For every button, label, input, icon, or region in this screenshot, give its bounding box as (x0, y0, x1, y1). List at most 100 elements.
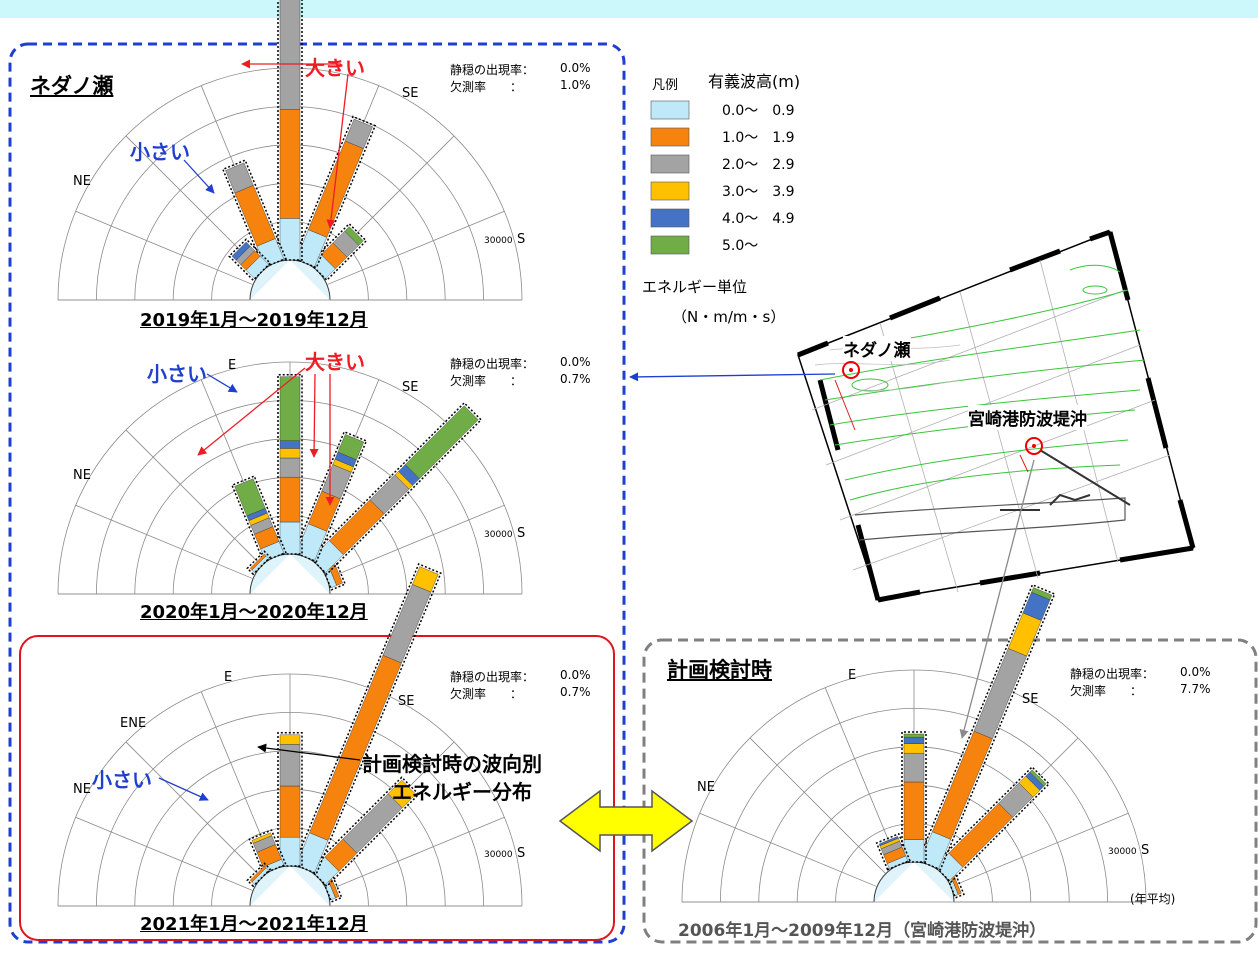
bar-outline-se (246, 550, 272, 576)
bar-ene-h1 (308, 490, 341, 532)
dir-se-planning: SE (1022, 692, 1039, 707)
legend-item-5-label: 4.0～ 4.9 (722, 211, 795, 227)
grid-spoke (125, 429, 262, 566)
bar-outline-ne (932, 765, 1051, 884)
bar-e-h1 (903, 781, 925, 840)
dir-ne-planning: NE (697, 780, 715, 795)
bar-e-h2 (903, 753, 925, 783)
scale-2021: 30000 (484, 850, 513, 860)
calm-value-2020: 0.0% (560, 355, 591, 369)
bar-outline-ene (293, 115, 377, 269)
bar-ene-h1 (308, 140, 364, 238)
grid-spoke (824, 687, 900, 866)
bar-outline-ese (231, 475, 287, 563)
period-2021: 2021年1月～2021年12月 (140, 914, 368, 935)
missing-label-2020: 欠測率 ： (450, 374, 523, 388)
bar-e-h5 (903, 733, 925, 738)
period-2020: 2020年1月～2020年12月 (140, 602, 368, 623)
dir-ene-2021: ENE (120, 716, 147, 731)
bar-se-h1 (249, 553, 267, 571)
compare-double-arrow (558, 789, 694, 853)
bar-ese-h3 (251, 832, 272, 844)
bar-ese-h4 (878, 836, 899, 847)
planning-frame (642, 638, 1258, 944)
grid-spoke (125, 741, 262, 878)
period-planning: 2006年1月～2009年12月（宮崎港防波堤沖） (678, 921, 1047, 941)
grid-spoke (699, 812, 878, 888)
rose-chart-4 (681, 583, 1147, 903)
map-to-planning-arrow (959, 459, 1035, 739)
dir-se-2019: SE (402, 86, 419, 101)
dir-s-planning: S (1141, 843, 1150, 858)
grid-spoke (326, 504, 505, 580)
calm-label-2019: 静穏の出現率： (450, 63, 535, 77)
bar-e-h0 (279, 837, 301, 867)
legend-swatch-4 (650, 181, 690, 201)
bar-outline-ene (293, 563, 442, 875)
bar-e-h5 (279, 376, 301, 441)
grid-spoke (75, 816, 254, 892)
top-band (0, 0, 1258, 18)
nedanose-frame (8, 42, 626, 944)
grid-spoke (75, 504, 254, 580)
bar-outline-se (228, 238, 272, 282)
map-label-miyazaki: 宮崎港防波堤沖 (968, 405, 1087, 430)
rose-chart-1 (57, 0, 523, 301)
big-arrow-2019-b (326, 73, 349, 229)
dir-s-2021: S (517, 846, 526, 861)
big-label-2019: 大きい (305, 56, 365, 80)
small-label-2021: 小さい (92, 768, 152, 792)
bar-outline-e (901, 731, 927, 863)
station-title: ネダノ瀬 (30, 74, 114, 98)
dir-e-planning: E (848, 668, 857, 683)
dir-s-2019: S (517, 232, 526, 247)
bar-e-h0 (279, 521, 301, 555)
big-arrow-2020-a (197, 367, 306, 456)
legend-unit-label: エネルギー単位 (642, 278, 748, 296)
bar-ne-h5 (344, 226, 364, 246)
small-arrow-2021 (158, 777, 209, 801)
map-label-nedanose: ネダノ瀬 (843, 336, 911, 361)
dir-se-2020: SE (402, 380, 419, 395)
map-to-nedanose-arrow (629, 372, 836, 382)
bar-e-h0 (279, 218, 301, 261)
bar-e-h2 (279, 0, 301, 110)
bar-outline-e (277, 732, 303, 867)
bar-ne-h1 (329, 499, 385, 555)
missing-value-planning: 7.7% (1180, 682, 1211, 696)
missing-value-2021: 0.7% (560, 685, 591, 699)
period-2019: 2019年1月～2019年12月 (140, 310, 368, 331)
bar-e-h1 (279, 109, 301, 219)
bar-se-h4 (231, 241, 251, 261)
calm-label-2021: 静穏の出現率： (450, 670, 535, 684)
bar-ene-h3 (412, 566, 439, 593)
legend-swatch-2 (650, 127, 690, 147)
dir-e-2020: E (228, 358, 237, 373)
legend-item-2-label: 1.0～ 1.9 (722, 130, 795, 146)
bar-ne-h3 (387, 779, 417, 809)
bar-outline-ese (221, 159, 287, 269)
bar-e-h3 (279, 734, 301, 745)
bar-outline-nne (321, 874, 343, 903)
dir-ne-2020: NE (73, 468, 91, 483)
legend-swatches (650, 100, 690, 255)
big-label-2020: 大きい (305, 350, 365, 374)
scale-2019: 30000 (484, 236, 513, 246)
bar-ene-h2 (382, 584, 432, 664)
calm-value-2021: 0.0% (560, 668, 591, 682)
bar-outline-ese (248, 829, 287, 875)
bar-outline-e (277, 0, 303, 261)
legend-item-3-label: 2.0～ 2.9 (722, 157, 795, 173)
legend-caption: 凡例 (652, 78, 679, 93)
scale-planning: 30000 (1108, 847, 1137, 857)
bar-ene-h5 (337, 434, 365, 461)
legend-swatch-5 (650, 208, 690, 228)
grid-spoke (749, 737, 886, 874)
legend-swatch-6 (650, 235, 690, 255)
bar-e-h4 (903, 737, 925, 744)
legend-swatch-3 (650, 154, 690, 174)
legend-item-1-label: 0.0～ 0.9 (722, 103, 795, 119)
calm-label-planning: 静穏の出現率： (1070, 667, 1155, 681)
bar-ese-h5 (234, 478, 266, 517)
